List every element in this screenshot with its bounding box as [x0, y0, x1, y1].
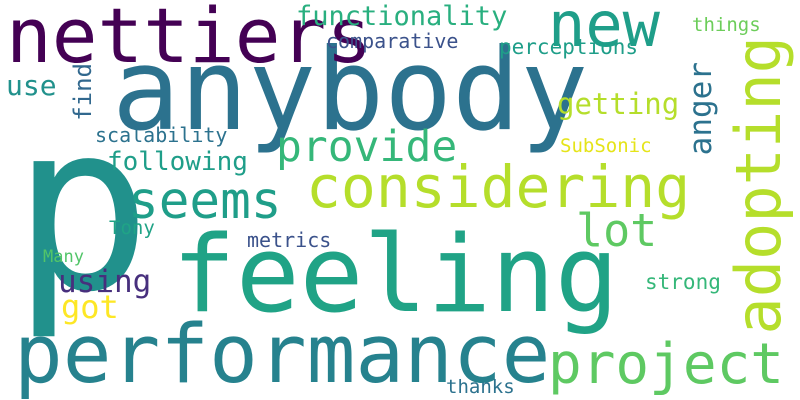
word-use: use [6, 69, 57, 102]
word-feeling: feeling [172, 213, 619, 336]
word-p: p [12, 73, 152, 343]
word-subsonic: SubSonic [560, 135, 652, 157]
word-project: project [548, 332, 785, 397]
word-got: got [61, 288, 119, 326]
word-lot: lot [576, 204, 658, 257]
word-perceptions: perceptions [499, 35, 639, 59]
word-performance: performance [14, 308, 551, 400]
word-seems: seems [128, 172, 282, 231]
word-new: new [548, 0, 660, 61]
word-comparative: comparative [326, 29, 459, 53]
word-provide: provide [276, 122, 458, 172]
word-tony: Tony [109, 217, 155, 239]
word-metrics: metrics [247, 228, 332, 252]
word-thanks: thanks [446, 376, 515, 398]
word-adopting: adopting [722, 36, 795, 335]
word-find: find [69, 63, 97, 121]
word-using: using [58, 264, 152, 300]
word-following: following [107, 147, 248, 177]
word-getting: getting [557, 87, 680, 121]
word-anybody: anybody [112, 24, 589, 156]
word-scalability: scalability [95, 123, 228, 147]
word-considering: considering [306, 153, 691, 221]
word-strong: strong [645, 270, 721, 294]
word-many: Many [43, 247, 84, 267]
word-nettiers: nettiers [6, 0, 373, 80]
word-things: things [692, 14, 761, 36]
word-functionality: functionality [296, 1, 508, 32]
word-anger: anger [683, 62, 719, 156]
